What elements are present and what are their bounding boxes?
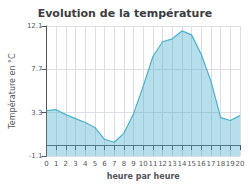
svg-text:19: 19	[226, 160, 235, 168]
svg-text:Evolution de la température: Evolution de la température	[38, 7, 213, 20]
svg-text:4: 4	[83, 160, 88, 168]
svg-text:2: 2	[64, 160, 68, 168]
svg-text:heure par heure: heure par heure	[107, 172, 181, 181]
svg-text:7.7: 7.7	[31, 65, 42, 73]
svg-text:8: 8	[122, 160, 126, 168]
svg-text:13: 13	[168, 160, 177, 168]
svg-text:11: 11	[148, 160, 157, 168]
svg-text:20: 20	[236, 160, 245, 168]
svg-text:16: 16	[197, 160, 206, 168]
svg-text:7: 7	[112, 160, 116, 168]
svg-text:5: 5	[93, 160, 97, 168]
svg-text:17: 17	[207, 160, 216, 168]
svg-text:14: 14	[177, 160, 186, 168]
svg-text:18: 18	[216, 160, 225, 168]
svg-text:9: 9	[131, 160, 135, 168]
svg-text:12.1: 12.1	[27, 22, 43, 30]
svg-text:6: 6	[102, 160, 107, 168]
svg-text:Température en °C: Température en °C	[7, 53, 17, 130]
svg-text:12: 12	[158, 160, 167, 168]
svg-text:3.3: 3.3	[31, 109, 42, 117]
svg-text:-1.1: -1.1	[29, 152, 43, 160]
svg-text:1: 1	[54, 160, 58, 168]
svg-text:0: 0	[44, 160, 48, 168]
svg-text:15: 15	[187, 160, 196, 168]
svg-text:3: 3	[73, 160, 77, 168]
svg-text:10: 10	[139, 160, 148, 168]
